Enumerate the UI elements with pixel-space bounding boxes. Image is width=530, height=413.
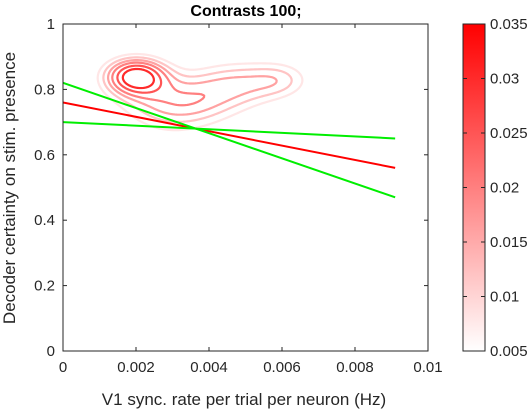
x-tick-label: 0	[59, 359, 67, 376]
y-tick-label: 1	[47, 16, 55, 33]
colorbar-tick-label: 0.035	[490, 16, 528, 33]
colorbar-ticks: 0.005 0.01 0.015 0.02 0.025 0.03 0.035	[463, 16, 528, 360]
plot-frame	[62, 23, 429, 352]
x-tick-label: 0.006	[263, 359, 301, 376]
colorbar-tick-label: 0.02	[490, 180, 519, 197]
x-axis: 0 0.002 0.004 0.006 0.008 0.01	[59, 24, 443, 376]
confidence-bound-lower	[63, 121, 396, 140]
density-contour	[106, 59, 278, 116]
x-tick-label: 0.01	[413, 359, 442, 376]
y-axis: 0 0.2 0.4 0.6 0.8 1	[34, 16, 428, 360]
x-tick-label: 0.004	[190, 359, 228, 376]
colorbar-tick-label: 0.015	[490, 234, 528, 251]
x-tick-label: 0.008	[336, 359, 374, 376]
y-tick-label: 0	[47, 343, 55, 360]
lines-layer	[63, 81, 396, 199]
colorbar-tick-label: 0.01	[490, 289, 519, 306]
colorbar-tick-label: 0.03	[490, 71, 519, 88]
colorbar-tick-label: 0.025	[490, 125, 528, 142]
y-tick-label: 0.2	[34, 278, 55, 295]
density-contour	[116, 64, 163, 94]
x-axis-label: V1 sync. rate per trial per neuron (Hz)	[102, 390, 386, 409]
confidence-bound-upper	[63, 81, 396, 199]
fit-line	[63, 101, 396, 169]
x-tick-label: 0.002	[117, 359, 155, 376]
density-contour	[121, 67, 155, 90]
contour-layer	[96, 52, 304, 132]
y-tick-label: 0.4	[34, 212, 55, 229]
y-tick-label: 0.6	[34, 147, 55, 164]
colorbar-tick-label: 0.005	[490, 343, 528, 360]
chart-title: Contrasts 100;	[190, 3, 301, 20]
y-axis-label: Decoder certainty on stim. presence	[0, 52, 19, 324]
y-tick-label: 0.8	[34, 81, 55, 98]
density-contour	[111, 61, 206, 107]
